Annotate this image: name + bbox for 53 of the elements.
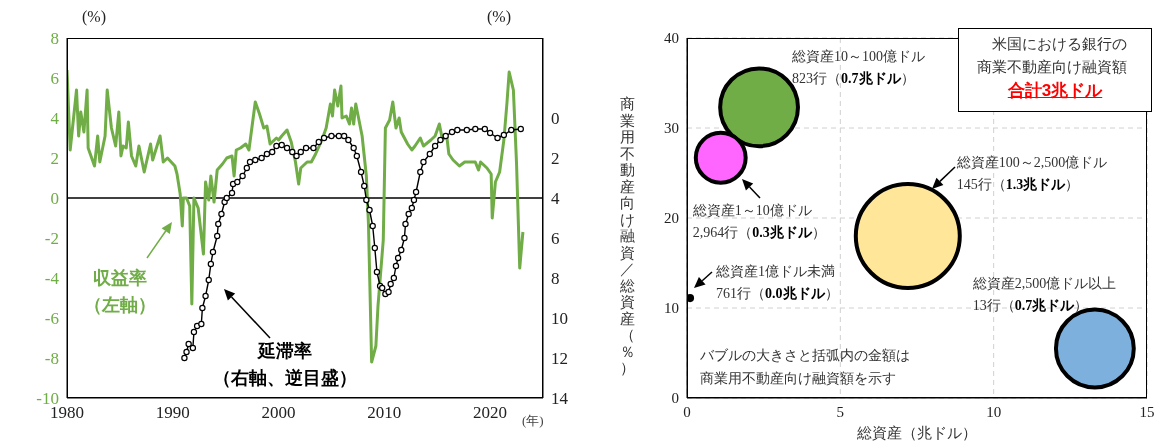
y-tick-label: -8 [44,349,59,369]
x-tick-label: 2020 [473,403,508,423]
y-tick-label: -2 [44,229,59,249]
y-tick-label: 4 [50,109,60,129]
data-label: 13行（0.7兆ドル） [972,297,1089,313]
annotation: （左軸） [83,294,157,317]
y-tick-label: 20 [664,210,679,227]
text: 商業用不動産向け融資／総資産（％） [619,96,635,376]
x-tick-label: 15 [1139,403,1154,420]
y-tick-label: 6 [50,69,59,89]
y2-axis-title: (%) [487,8,511,26]
series-label: 総資産10～100億ドル [792,48,926,67]
x-axis-title: (年) [522,412,544,430]
y2-tick-label: 10 [551,309,568,329]
text: 合計3兆ドル [1006,80,1104,102]
y2-tick-label: 12 [551,349,568,369]
y2-tick-label: 8 [551,269,560,289]
y-tick-label: -6 [44,309,59,329]
x-tick-label: 2010 [367,403,402,423]
y-tick-label: 10 [664,300,679,317]
y2-tick-label: 2 [551,149,560,169]
data-label: 761行（0.0兆ドル） [716,286,839,302]
text: 総資産1～10億ドル [692,201,813,220]
series-label: 総資産2,500億ドル以上 [972,274,1117,293]
data-label: 145行（1.3兆ドル） [956,177,1080,192]
y2-tick-label: 4 [551,189,560,209]
y-tick-label: 0 [671,390,679,407]
x-tick-label: 5 [836,403,845,420]
data-label: 823行（0.7兆ドル） [792,71,915,87]
y2-tick-label: 14 [551,389,569,409]
y-axis-title: (%) [82,8,106,26]
annotation: バブルの大きさと括弧内の金額は商業用不動産向け融資額を示す [700,347,911,388]
legend-label: 総資産1億ドル未満 [716,263,837,282]
annotation: （右軸、逆目盛） [212,367,358,390]
x-tick-label: 1980 [50,403,84,423]
y-tick-label: -4 [44,269,60,289]
x-axis-title: 総資産（兆ドル） [856,424,978,443]
y-tick-label: 8 [50,29,59,49]
x-tick-label: 10 [986,403,1002,420]
annotation: 収益率 [92,267,148,290]
y-tick-label: 30 [664,120,679,137]
y2-tick-label: 6 [551,229,560,249]
annotation: 延滞率 [256,340,313,363]
y2-tick-label: 0 [551,109,560,129]
y-tick-label: 0 [50,189,59,209]
x-tick-label: 0 [683,403,691,420]
data-label: 2,964行（0.3兆ドル） [692,224,826,240]
y-tick-label: 40 [664,30,679,47]
x-tick-label: 2000 [261,403,296,423]
text: 米国における銀行の商業不動産向け融資額 [977,35,1128,77]
x-tick-label: 1990 [155,403,190,423]
y-tick-label: 2 [50,149,59,169]
text: 総資産100～2,500億ドル [956,154,1108,172]
